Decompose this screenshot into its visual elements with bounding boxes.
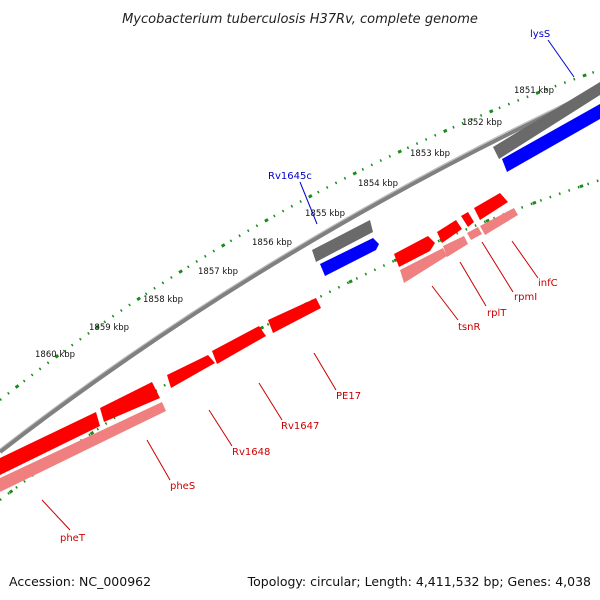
accession-text: Accession: NC_000962	[9, 574, 151, 589]
ruler-label-1857: 1857 kbp	[198, 267, 238, 277]
map-title: Mycobacterium tuberculosis H37Rv, comple…	[122, 12, 478, 27]
gene-labels: lysS Rv1645c infC rpmI rplT tsnR PE17 Rv…	[60, 29, 558, 544]
gene-PE17[interactable]	[268, 298, 321, 333]
gene-Rv1645c[interactable]	[312, 220, 379, 276]
cds-pheS-pheT	[0, 402, 166, 492]
genome-backbone	[0, 88, 600, 454]
ruler-label-1851: 1851 kbp	[514, 86, 554, 96]
label-tsnR[interactable]: tsnR	[458, 322, 480, 333]
ruler-label-1852: 1852 kbp	[462, 118, 502, 128]
gene-tsnR[interactable]	[394, 236, 435, 267]
cds-rpmI	[467, 227, 482, 240]
ruler-label-1858: 1858 kbp	[143, 295, 183, 305]
forward-genes	[0, 193, 508, 475]
gene-infC[interactable]	[474, 193, 508, 220]
gene-pheS[interactable]	[100, 382, 160, 422]
ruler-label-1856: 1856 kbp	[252, 238, 292, 248]
label-Rv1648[interactable]: Rv1648	[232, 447, 270, 458]
cds-tsnR	[400, 248, 447, 283]
ruler-labels: 1851 kbp 1852 kbp 1853 kbp 1854 kbp 1855…	[35, 86, 554, 360]
gene-rpmI[interactable]	[461, 212, 474, 227]
gene-Rv1645c-cds	[320, 238, 379, 276]
label-infC[interactable]: infC	[538, 278, 558, 289]
label-Rv1645c[interactable]: Rv1645c	[268, 171, 312, 182]
gene-lysS-gray	[493, 82, 600, 159]
genome-summary-text: Topology: circular; Length: 4,411,532 bp…	[247, 574, 591, 589]
label-pheT[interactable]: pheT	[60, 533, 86, 544]
gene-Rv1647[interactable]	[212, 326, 266, 364]
gene-lysS[interactable]	[493, 82, 600, 172]
label-Rv1647[interactable]: Rv1647	[281, 421, 319, 432]
label-rplT[interactable]: rplT	[487, 308, 507, 319]
gene-pheT[interactable]	[0, 412, 100, 475]
label-pheS[interactable]: pheS	[170, 481, 195, 492]
ruler-label-1855: 1855 kbp	[305, 209, 345, 219]
label-lysS[interactable]: lysS	[530, 29, 550, 40]
cds-track	[0, 208, 518, 492]
gene-rplT[interactable]	[437, 220, 462, 243]
cds-infC	[480, 208, 518, 235]
gene-Rv1648[interactable]	[167, 355, 215, 388]
gene-Rv1645c-gray	[312, 220, 373, 262]
leader-lines	[41, 39, 575, 531]
ruler-label-1853: 1853 kbp	[410, 149, 450, 159]
ruler-label-1860: 1860 kbp	[35, 350, 75, 360]
inner-ruler	[0, 178, 600, 502]
ruler-label-1859: 1859 kbp	[89, 323, 129, 333]
label-PE17[interactable]: PE17	[336, 391, 361, 402]
gene-lysS-cds	[502, 104, 600, 172]
label-rpmI[interactable]: rpmI	[514, 292, 537, 303]
ruler-label-1854: 1854 kbp	[358, 179, 398, 189]
cds-rplT	[443, 236, 468, 257]
outer-ruler	[0, 68, 600, 402]
